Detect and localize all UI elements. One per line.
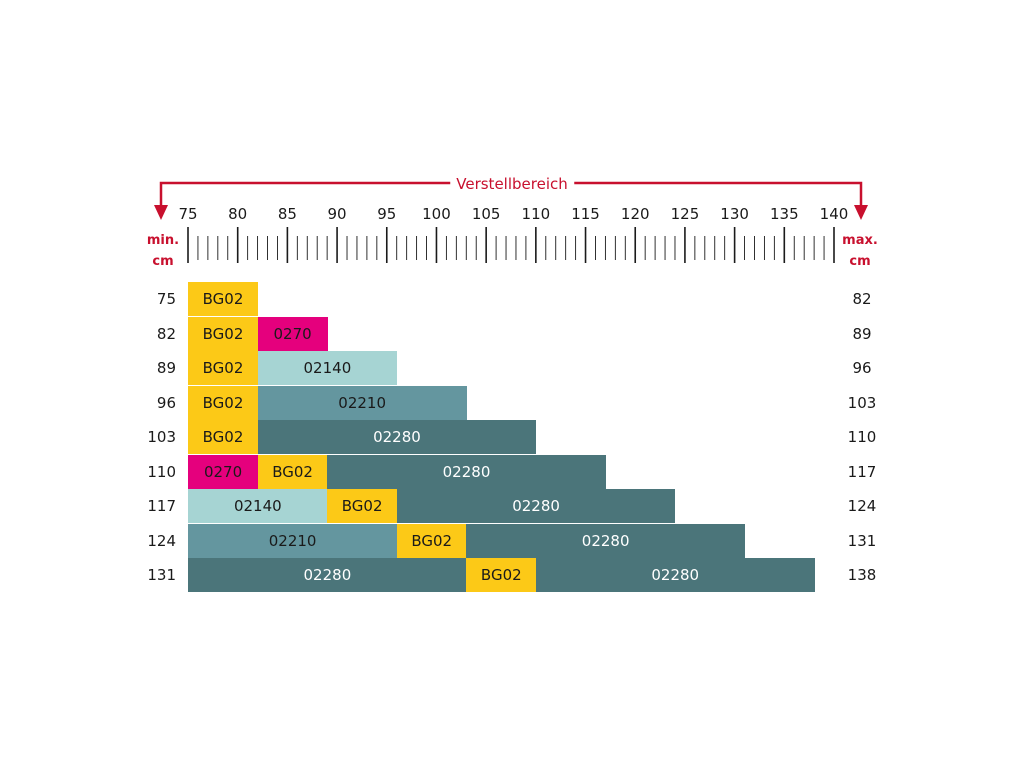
scale-label: 85	[277, 205, 297, 223]
scale-label: 115	[571, 205, 600, 223]
row-min-label: 110	[147, 462, 176, 481]
segment-02280: 02280	[188, 558, 467, 592]
scale-label: 135	[769, 205, 799, 223]
scale-label: 120	[620, 205, 650, 223]
segment-BG02: BG02	[188, 385, 259, 420]
segment-code-label: 02280	[651, 566, 700, 584]
segment-02280: 02280	[535, 558, 815, 592]
scale-label: 75	[178, 205, 198, 223]
max-cm-label: max. cm	[838, 230, 882, 272]
segment-BG02: BG02	[327, 489, 398, 523]
row-min-label: 96	[156, 393, 176, 412]
row-min-label: 131	[147, 566, 176, 584]
row-max-label: 138	[847, 566, 877, 584]
scale-label: 80	[228, 205, 248, 223]
segment-code-label: BG02	[202, 324, 244, 343]
row-max-label: 89	[852, 324, 872, 343]
segment-code-label: 02210	[268, 531, 317, 550]
row-max-label: 124	[847, 497, 877, 515]
row-max-label: 131	[847, 531, 877, 550]
segment-code-label: 02140	[303, 359, 352, 377]
scale-label: 130	[720, 205, 749, 223]
segment-code-label: 02140	[233, 497, 282, 515]
range-title: Verstellbereich	[450, 175, 574, 193]
max-label-line1: max.	[842, 233, 878, 248]
right-arrowhead-icon	[854, 205, 868, 220]
row-max-label: 103	[847, 393, 877, 412]
min-label-line2: cm	[152, 254, 174, 269]
segment-BG02: BG02	[257, 454, 328, 489]
min-cm-label: min. cm	[145, 230, 181, 272]
row-min-label: 117	[147, 497, 176, 515]
segment-code-label: BG02	[202, 393, 244, 412]
row-max-label: 96	[852, 359, 872, 377]
segment-code-label: 02210	[338, 393, 387, 412]
left-arrowhead-icon	[154, 205, 168, 220]
segment-02280: 02280	[257, 420, 537, 454]
segment-code-label: BG02	[202, 359, 244, 377]
segment-BG02: BG02	[466, 558, 537, 592]
min-label-line1: min.	[146, 233, 180, 248]
segment-BG02: BG02	[188, 316, 259, 351]
scale-label: 100	[422, 205, 451, 223]
segment-code-label: BG02	[480, 566, 522, 584]
segment-code-label: 02280	[512, 497, 560, 515]
row-max-label: 110	[847, 428, 877, 446]
row-max-label: 117	[847, 462, 877, 481]
segment-BG02: BG02	[396, 523, 467, 558]
segment-code-label: BG02	[272, 462, 313, 481]
max-label-line2: cm	[849, 254, 871, 269]
segment-code-label: 02280	[373, 428, 421, 446]
segment-BG02: BG02	[188, 282, 259, 316]
segment-code-label: 02280	[303, 566, 352, 584]
row-min-label: 103	[147, 428, 176, 446]
segment-02280: 02280	[396, 489, 676, 523]
scale-label: 95	[377, 205, 397, 223]
segment-0270: 0270	[257, 316, 328, 351]
segment-code-label: BG02	[341, 497, 383, 515]
scale-label: 90	[327, 205, 347, 223]
segment-02280: 02280	[466, 523, 746, 558]
scale-label: 125	[670, 205, 700, 223]
segment-code-label: BG02	[202, 428, 244, 446]
scale-label: 105	[471, 205, 501, 223]
segment-02280: 02280	[327, 454, 606, 489]
segment-code-label: 02280	[581, 531, 630, 550]
row-min-label: 124	[147, 531, 176, 550]
row-max-label: 82	[852, 290, 872, 308]
segment-02210: 02210	[257, 385, 467, 420]
segment-02210: 02210	[188, 523, 398, 558]
segment-0270: 0270	[188, 454, 259, 489]
scale-label: 140	[819, 205, 849, 223]
row-min-label: 75	[156, 290, 176, 308]
segment-BG02: BG02	[188, 351, 259, 385]
segment-code-label: 0270	[203, 462, 243, 481]
segment-BG02: BG02	[188, 420, 259, 454]
segment-code-label: 02280	[442, 462, 491, 481]
segment-code-label: BG02	[411, 531, 453, 550]
segment-02140: 02140	[188, 489, 328, 523]
row-min-label: 89	[156, 359, 176, 377]
ruler-ticks	[187, 227, 835, 263]
scale-label: 110	[521, 205, 551, 223]
segment-code-label: 0270	[273, 324, 312, 343]
row-min-label: 82	[156, 324, 176, 343]
segment-code-label: BG02	[202, 290, 244, 308]
segment-02140: 02140	[257, 351, 398, 385]
